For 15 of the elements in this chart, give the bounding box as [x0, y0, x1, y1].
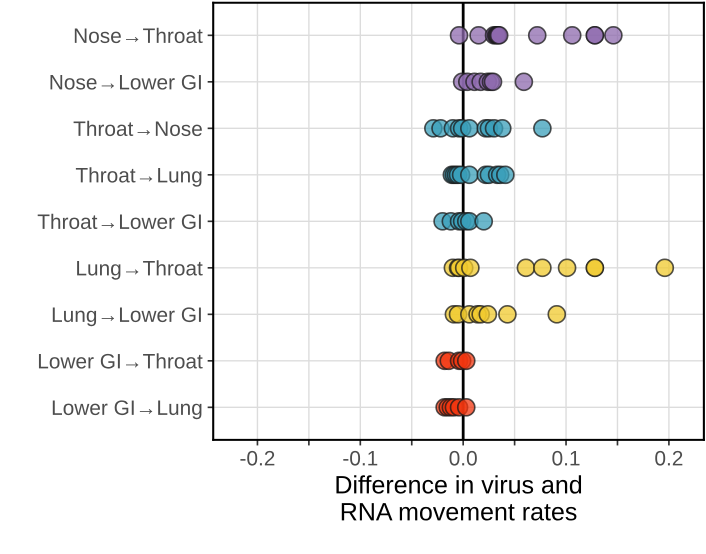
y-tick-label: Nose→Lower GI	[50, 74, 201, 90]
y-tick-label: Throat→Lower GI	[38, 214, 201, 230]
y-tick-label: Throat→Nose	[74, 120, 202, 136]
y-tick-label: Throat→Lung	[76, 167, 202, 187]
y-tick-label: Lower GI→Throat	[38, 353, 203, 369]
y-tick-label: Lung→Throat	[77, 260, 203, 280]
x-tick-label: 0.2	[655, 450, 682, 466]
y-tick-label: Lower GI→Lung	[52, 400, 202, 420]
x-tick-label: -0.1	[343, 450, 378, 466]
y-tick-label: Nose→Throat	[74, 28, 203, 44]
x-tick-label: 0.0	[450, 450, 477, 466]
x-tick-label: 0.1	[552, 450, 580, 466]
x-axis-title: Difference in virus and RNA movement rates	[336, 475, 582, 521]
y-tick-label: Lung→Lower GI	[52, 307, 201, 326]
x-tick-label: -0.2	[240, 450, 274, 466]
